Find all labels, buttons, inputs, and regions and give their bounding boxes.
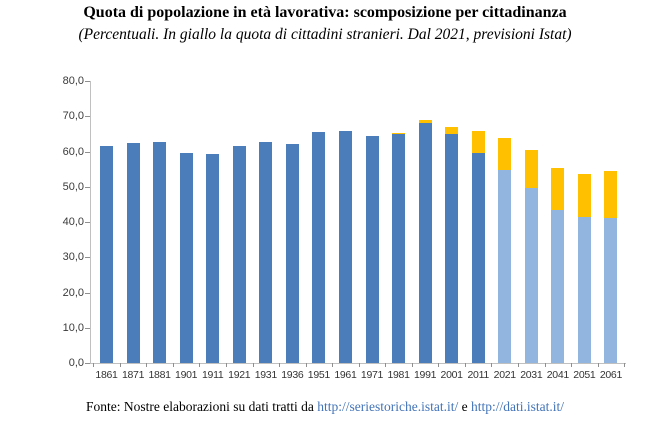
x-axis-tick: [544, 363, 546, 367]
x-tick-label: 2041: [546, 369, 569, 381]
x-tick-label: 1971: [360, 369, 384, 381]
x-axis-tick: [518, 363, 520, 367]
chart-title: Quota di popolazione in età lavorativa: …: [83, 4, 567, 21]
y-tick-label: 60,0: [62, 145, 84, 158]
bar-1981-italiani: [392, 134, 406, 363]
y-axis-tick: [85, 327, 90, 329]
x-axis-tick: [252, 363, 254, 367]
x-axis-tick: [199, 363, 201, 367]
bar-1861-italiani: [100, 146, 113, 363]
x-tick-label: 1861: [95, 369, 118, 381]
source-text: Fonte: Nostre elaborazioni su dati tratt…: [85, 399, 318, 414]
bar-1991-stranieri: [418, 120, 432, 123]
bar-1921-italiani: [232, 145, 246, 363]
x-axis-tick: [597, 363, 599, 367]
x-axis-tick: [172, 363, 174, 367]
x-axis-tick: [411, 363, 413, 367]
x-axis-tick: [305, 363, 307, 367]
y-tick-label: 80,0: [62, 75, 84, 87]
x-tick-label: 2061: [599, 369, 623, 381]
bar-1991-italiani: [418, 122, 432, 363]
y-axis-tick: [85, 116, 90, 118]
y-tick-label: 50,0: [62, 180, 84, 193]
y-tick-label: 0,0: [68, 357, 84, 369]
x-tick-label: 2011: [467, 369, 489, 381]
y-tick-label: 10,0: [62, 321, 84, 334]
y-axis-tick: [85, 363, 90, 364]
y-axis-line: [90, 81, 91, 363]
bar-2011-italiani: [471, 152, 485, 363]
y-axis-tick: [85, 292, 90, 294]
x-axis-tick: [146, 363, 148, 367]
x-tick-label: 2001: [440, 369, 463, 381]
x-tick-label: 1901: [175, 369, 198, 381]
bar-1961-italiani: [338, 130, 352, 363]
bar-2051-italiani: [577, 217, 591, 363]
link-seriestoriche-istat[interactable]: http://seriestoriche.istat.it/: [317, 399, 459, 414]
bar-2051-stranieri: [577, 173, 591, 218]
x-axis-tick: [438, 363, 440, 367]
bar-2001-italiani: [445, 133, 459, 363]
x-axis-tick: [571, 363, 573, 367]
bar-2041-stranieri: [551, 168, 565, 210]
x-axis-tick: [358, 363, 360, 367]
bar-1981-stranieri: [392, 133, 406, 135]
x-tick-label: 1981: [387, 369, 410, 381]
source-separator: e: [458, 399, 472, 414]
bar-1931-italiani: [259, 141, 273, 363]
x-tick-label: 1951: [307, 369, 330, 381]
y-axis-tick: [85, 186, 90, 188]
bar-1911-italiani: [206, 154, 220, 363]
bar-1901-italiani: [179, 152, 193, 363]
chart-subtitle: (Percentuali. In giallo la quota di citt…: [78, 26, 572, 43]
bar-1936-italiani: [285, 144, 299, 363]
x-tick-label: 1991: [414, 369, 437, 381]
x-tick-label: 1921: [228, 369, 251, 381]
bar-2041-italiani: [551, 209, 565, 363]
x-axis-tick: [624, 363, 626, 367]
y-axis-tick: [85, 257, 90, 259]
bar-2021-italiani: [498, 169, 512, 363]
x-tick-label: 2031: [520, 369, 543, 381]
bar-1881-italiani: [153, 141, 167, 363]
x-tick-label: 1911: [201, 369, 224, 381]
y-tick-label: 20,0: [62, 286, 84, 299]
x-axis-tick: [332, 363, 334, 367]
y-axis-tick: [85, 81, 90, 82]
x-axis-tick: [225, 363, 227, 367]
x-tick-label: 1931: [254, 369, 277, 381]
y-axis-tick: [85, 222, 90, 223]
x-axis-tick: [119, 363, 121, 367]
bar-2061-italiani: [604, 218, 618, 363]
x-axis-tick: [385, 363, 387, 367]
x-tick-label: 2021: [493, 369, 516, 381]
bar-2011-stranieri: [471, 131, 485, 153]
bar-2061-stranieri: [604, 170, 618, 219]
x-tick-label: 1936: [281, 369, 304, 381]
bar-1971-italiani: [365, 136, 379, 363]
x-axis-tick: [93, 363, 95, 367]
y-axis-tick: [85, 151, 90, 153]
x-axis-line: [90, 363, 626, 364]
source-note: Fonte: Nostre elaborazioni su dati tratt…: [0, 399, 650, 415]
link-dati-istat[interactable]: http://dati.istat.it/: [471, 399, 565, 414]
y-tick-label: 40,0: [62, 216, 84, 228]
bar-1871-italiani: [126, 143, 140, 363]
x-axis-tick: [464, 363, 466, 367]
x-tick-label: 1881: [148, 369, 171, 381]
x-axis-tick: [491, 363, 493, 367]
bar-2001-stranieri: [445, 126, 459, 134]
x-tick-label: 2051: [573, 369, 596, 381]
bar-2031-italiani: [524, 188, 538, 363]
bar-2031-stranieri: [524, 149, 538, 189]
x-tick-label: 1961: [334, 369, 357, 381]
bar-2021-stranieri: [498, 138, 512, 170]
x-axis-tick: [279, 363, 281, 367]
y-tick-label: 70,0: [62, 110, 84, 123]
y-tick-label: 30,0: [62, 251, 84, 264]
bar-1951-italiani: [312, 132, 326, 363]
x-tick-label: 1871: [121, 369, 145, 381]
